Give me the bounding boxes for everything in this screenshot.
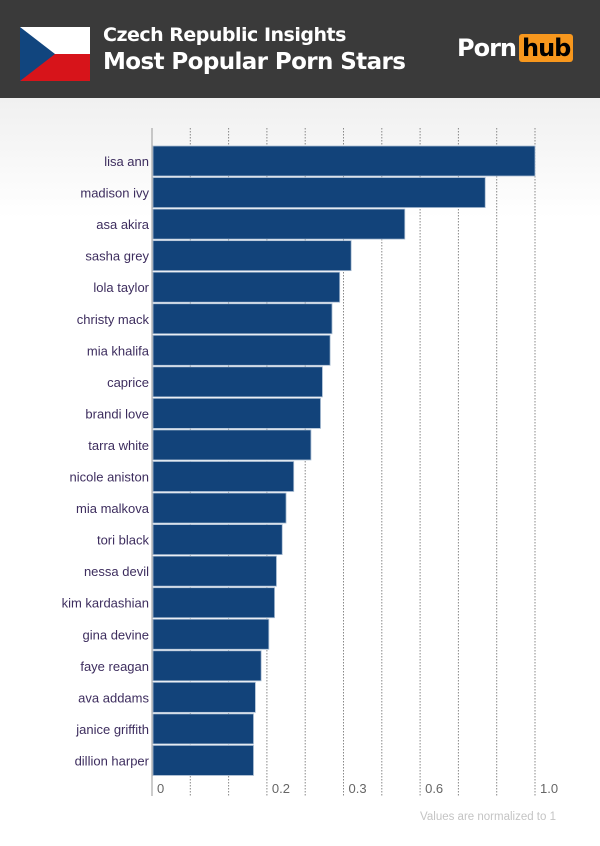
- category-label: mia khalifa: [87, 343, 150, 358]
- page-title: Most Popular Porn Stars: [103, 49, 406, 75]
- bar: [152, 240, 352, 272]
- bar: [152, 618, 270, 650]
- category-label: caprice: [107, 375, 149, 390]
- x-tick-label: 0: [157, 781, 164, 796]
- pornhub-logo: Porn hub: [457, 34, 574, 62]
- bar: [152, 429, 312, 461]
- czech-flag-icon: [20, 27, 90, 81]
- x-tick-label: 0.6: [425, 781, 443, 796]
- category-label: nessa devil: [84, 564, 149, 579]
- bar: [152, 461, 295, 492]
- bar: [152, 492, 287, 524]
- category-label: tori black: [97, 533, 150, 548]
- category-label: lola taylor: [93, 280, 149, 295]
- bar: [152, 177, 486, 208]
- category-label: janice griffith: [75, 722, 149, 737]
- category-label: ava addams: [78, 690, 149, 705]
- bar: [152, 524, 283, 555]
- category-label: faye reagan: [80, 659, 149, 674]
- bar: [152, 587, 275, 619]
- header: Czech Republic Insights Most Popular Por…: [0, 0, 600, 98]
- bar: [152, 303, 333, 335]
- category-label: kim kardashian: [62, 596, 149, 611]
- bar: [152, 555, 277, 587]
- category-label: nicole aniston: [70, 470, 150, 485]
- bar: [152, 650, 262, 682]
- category-label: sasha grey: [85, 249, 149, 264]
- bar: [152, 271, 341, 303]
- bar: [152, 334, 331, 366]
- category-label: lisa ann: [104, 154, 149, 169]
- category-label: christy mack: [77, 312, 150, 327]
- bar: [152, 366, 323, 398]
- normalization-note: Values are normalized to 1: [420, 811, 556, 823]
- category-label: madison ivy: [80, 186, 149, 201]
- bar: [152, 713, 254, 745]
- category-label: gina devine: [83, 627, 150, 642]
- category-label: tarra white: [88, 438, 149, 453]
- x-tick-label: 0.3: [349, 781, 367, 796]
- x-tick-label: 0.2: [272, 781, 290, 796]
- x-tick-label: 1.0: [540, 781, 558, 796]
- bar: [152, 397, 321, 429]
- bar: [152, 681, 256, 713]
- bar: [152, 208, 406, 240]
- bar: [152, 745, 254, 776]
- subtitle: Czech Republic Insights: [103, 24, 346, 46]
- category-label: mia malkova: [76, 501, 150, 516]
- bar: [152, 145, 536, 177]
- category-label: dillion harper: [75, 753, 150, 768]
- category-label: brandi love: [85, 406, 149, 421]
- category-label: asa akira: [96, 217, 150, 232]
